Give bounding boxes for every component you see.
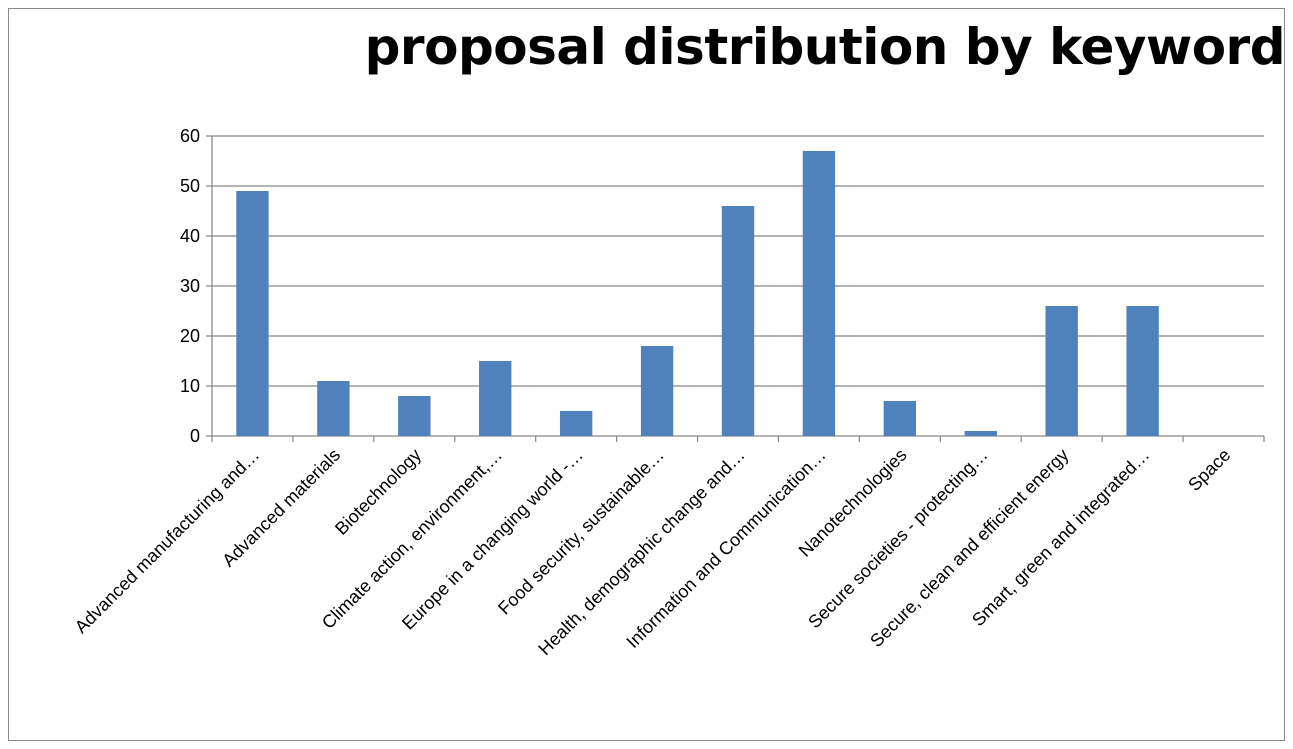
bar [802, 151, 836, 436]
x-category-label: Food security, sustainable… [494, 445, 668, 619]
bar [883, 401, 917, 436]
chart-title: proposal distribution by keyword [364, 18, 1286, 76]
bar [559, 411, 593, 436]
bar [398, 396, 431, 436]
y-tick-label: 50 [180, 176, 200, 196]
bar [721, 206, 755, 436]
bar [640, 346, 674, 436]
bar [479, 361, 512, 436]
y-tick-label: 0 [190, 426, 200, 446]
y-tick-label: 40 [180, 226, 200, 246]
bar [1126, 306, 1159, 436]
y-tick-label: 30 [180, 276, 200, 296]
bar [1045, 306, 1078, 436]
bar [964, 431, 997, 436]
bar [317, 381, 350, 436]
y-tick-label: 10 [180, 376, 200, 396]
y-tick-label: 20 [180, 326, 200, 346]
bar [236, 191, 269, 436]
x-category-label: Smart, green and integrated… [968, 445, 1153, 630]
x-category-label: Space [1184, 445, 1234, 495]
y-tick-label: 60 [180, 126, 200, 146]
